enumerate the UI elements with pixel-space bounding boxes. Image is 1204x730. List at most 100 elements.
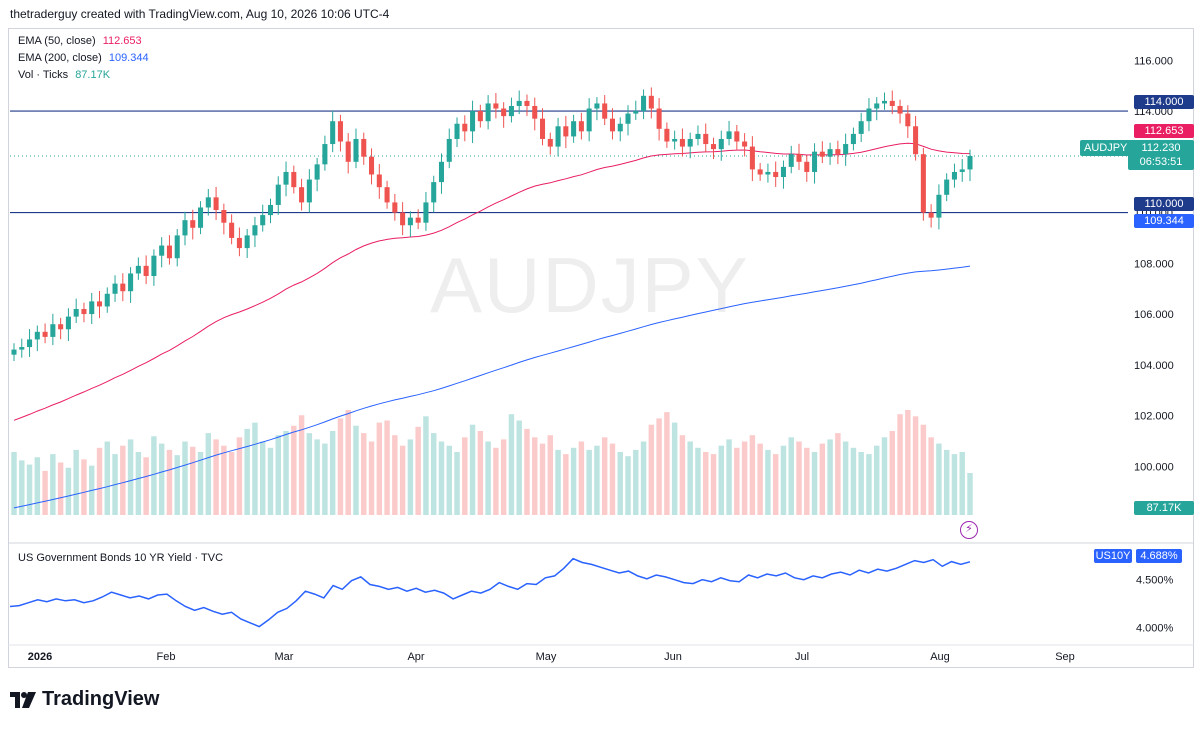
- volume-bar: [959, 452, 965, 515]
- legend-ema50-label: EMA (50, close): [18, 35, 96, 47]
- volume-bar: [648, 424, 655, 515]
- candle-body: [703, 133, 709, 145]
- tradingview-logo[interactable]: TradingView: [10, 688, 159, 711]
- candle-body: [11, 349, 17, 355]
- candle-body: [221, 210, 227, 223]
- candle-body: [438, 161, 445, 183]
- legend-ema50[interactable]: EMA (50, close) 112.653: [18, 35, 142, 47]
- volume-bar: [633, 449, 639, 515]
- volume-bar: [392, 435, 398, 515]
- candle-body: [415, 217, 421, 223]
- candle-body: [198, 207, 204, 228]
- volume-bar: [928, 437, 934, 515]
- volume-bar: [415, 426, 421, 515]
- ema50-line: [13, 142, 971, 421]
- candle-body: [780, 166, 786, 178]
- volume-tag: 87.17K: [1134, 501, 1194, 515]
- volume-bar: [438, 441, 445, 515]
- candle-body: [73, 308, 79, 317]
- volume-bar: [446, 445, 452, 515]
- legend-volume-value: 87.17K: [75, 69, 111, 81]
- time-axis-label: Mar: [275, 651, 294, 663]
- symbol-watermark: AUDJPY: [430, 241, 750, 329]
- volume-bar: [96, 447, 103, 515]
- price-tick-label: 100.000: [1134, 461, 1174, 473]
- bar-countdown: 06:53:51: [1139, 156, 1183, 168]
- volume-bar: [11, 452, 17, 515]
- volume-bar: [469, 424, 476, 515]
- volume-bar: [881, 437, 888, 515]
- candle-body: [423, 202, 429, 223]
- candle-body: [695, 133, 701, 139]
- candle-body: [159, 245, 165, 256]
- volume-bar: [143, 457, 149, 515]
- candle-body: [656, 108, 662, 129]
- chart-frame: [8, 28, 1194, 668]
- candle-body: [477, 111, 483, 122]
- volume-bar: [679, 435, 686, 515]
- volume-bar: [182, 441, 188, 515]
- candle-body: [27, 339, 33, 348]
- legend-volume[interactable]: Vol · Ticks 87.17K: [18, 69, 110, 81]
- candle-body: [306, 179, 312, 203]
- legend-ema50-value: 112.653: [102, 35, 142, 47]
- candle-body: [726, 131, 732, 139]
- candle-body: [299, 187, 305, 203]
- volume-bar: [897, 414, 903, 515]
- price-tag-level-low: 110.000: [1134, 197, 1194, 211]
- candle-body: [532, 105, 538, 119]
- price-tick-label: 116.000: [1134, 55, 1173, 67]
- candle-body: [462, 123, 468, 132]
- candle-body: [322, 144, 328, 165]
- volume-bar: [835, 433, 841, 515]
- candle-body: [547, 138, 553, 147]
- volume-bar: [578, 441, 585, 515]
- volume-bar: [905, 410, 911, 515]
- candle-body: [151, 255, 157, 276]
- symbol-tag: AUDJPY: [1080, 140, 1132, 156]
- candle-body: [881, 100, 888, 104]
- volume-bar: [850, 447, 857, 515]
- candle-body: [928, 212, 934, 218]
- volume-bar: [57, 462, 64, 515]
- lightning-icon[interactable]: ⚡: [960, 521, 978, 539]
- volume-bar: [151, 436, 157, 515]
- volume-bar: [687, 441, 693, 515]
- candle-body: [609, 118, 615, 132]
- volume-bar: [190, 446, 196, 515]
- candle-body: [734, 131, 740, 142]
- candle-body: [913, 126, 919, 155]
- candle-body: [337, 121, 343, 142]
- grid-layer: [8, 542, 1194, 646]
- volume-bar: [710, 454, 717, 515]
- candle-body: [905, 113, 911, 127]
- candle-body: [361, 138, 367, 157]
- price-tag-level-high: 114.000: [1134, 95, 1194, 109]
- candle-body: [89, 301, 95, 315]
- volume-bar: [485, 441, 491, 515]
- chart-header-credit: thetraderguy created with TradingView.co…: [10, 7, 390, 21]
- candle-body: [376, 174, 382, 188]
- candle-body: [143, 265, 149, 276]
- volume-bar: [236, 437, 243, 515]
- volume-bar: [703, 452, 709, 515]
- candle-body: [345, 141, 351, 162]
- volume-bar: [858, 452, 864, 515]
- volume-bar: [127, 439, 134, 515]
- volume-bar: [842, 441, 849, 515]
- candle-body: [135, 265, 141, 274]
- candle-body: [710, 144, 717, 150]
- candle-body: [602, 103, 608, 119]
- candle-body: [244, 235, 250, 249]
- volume-bar: [617, 452, 623, 515]
- volume-bar: [788, 437, 794, 515]
- volume-bar: [462, 437, 468, 515]
- candle-body: [166, 245, 172, 259]
- volume-bar: [967, 473, 973, 515]
- candle-body: [454, 123, 460, 139]
- volume-bar: [399, 445, 406, 515]
- candle-body: [664, 128, 670, 142]
- volume-bar: [221, 445, 227, 515]
- legend-ema200[interactable]: EMA (200, close) 109.344: [18, 52, 149, 64]
